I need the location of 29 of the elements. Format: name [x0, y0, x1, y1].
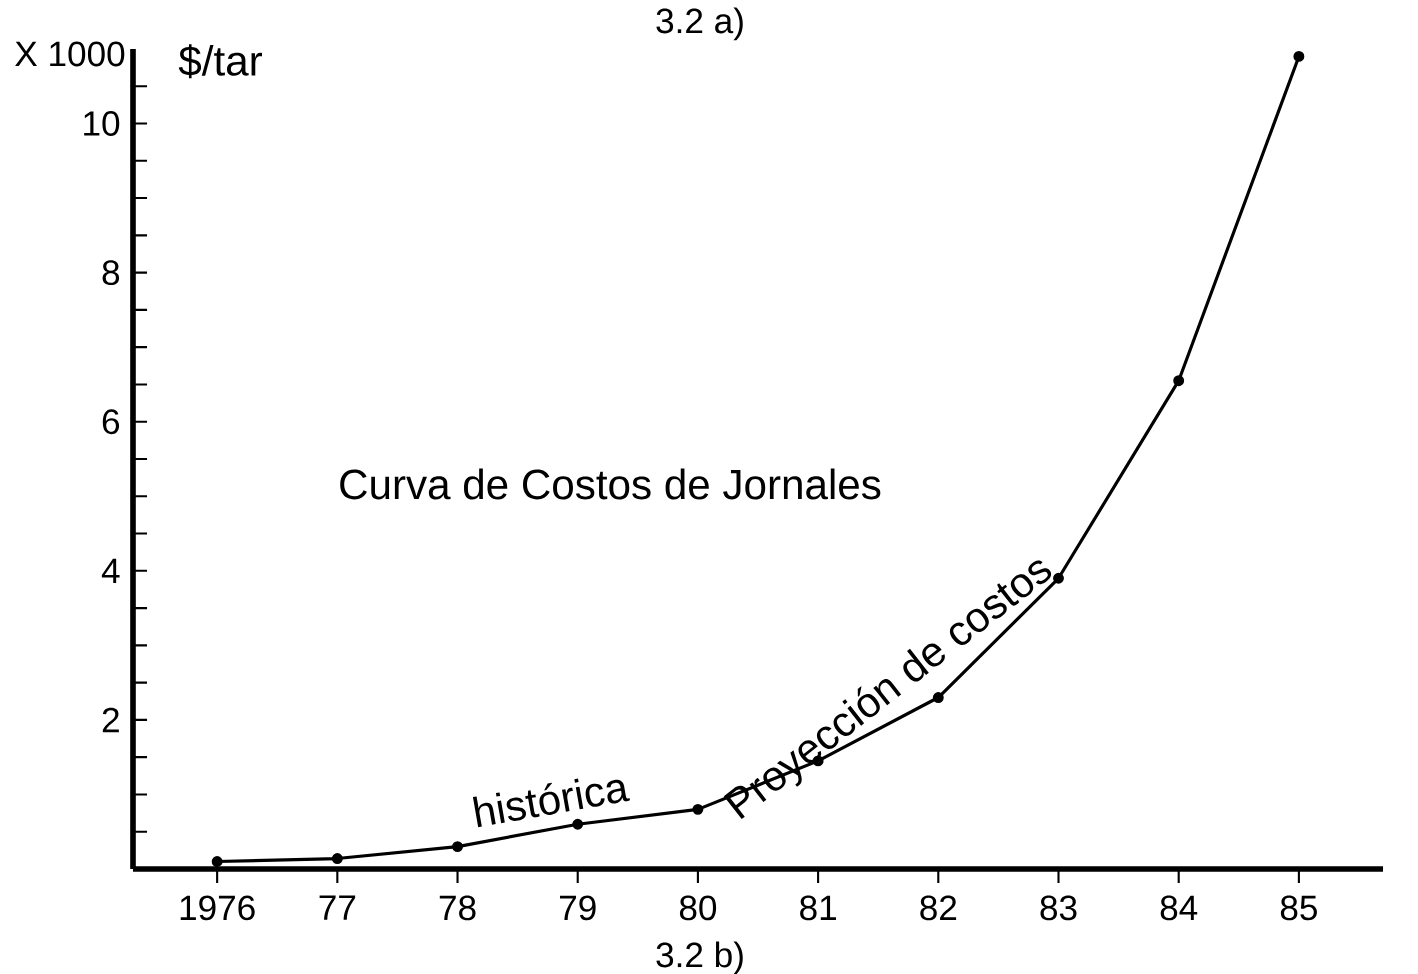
y-tick-label: 6 — [102, 409, 120, 435]
x-tick-label: 1976 — [180, 895, 255, 921]
x-tick-label: 80 — [679, 895, 717, 921]
x-tick-label: 83 — [1040, 895, 1077, 921]
annotation: histórica — [472, 778, 630, 828]
point — [1173, 375, 1185, 387]
y-tick-label: 2 — [102, 707, 119, 733]
point — [1293, 50, 1305, 62]
text: Curva de Costos de Jornales — [340, 468, 881, 500]
point — [692, 803, 704, 815]
point — [452, 841, 463, 853]
text: X 1000 — [15, 41, 125, 67]
x-tick-label: 84 — [1160, 895, 1198, 921]
x-tick-label: 79 — [560, 895, 596, 921]
text: 3.2 b) — [656, 941, 743, 974]
x-tick-label: 85 — [1280, 895, 1317, 921]
point — [932, 692, 944, 703]
text: 3.2 a) — [656, 7, 743, 41]
x-tick-label: 82 — [920, 895, 957, 921]
point — [331, 853, 343, 864]
x-tick-label: 81 — [800, 895, 836, 921]
y-tick-label: 4 — [101, 558, 120, 583]
point — [211, 856, 223, 867]
y-axis-title: $/tar — [178, 44, 263, 79]
x-tick-label: 78 — [439, 895, 476, 921]
point — [1053, 572, 1064, 584]
y-tick-label: 8 — [102, 260, 120, 286]
x-tick-label: 77 — [319, 895, 356, 920]
y-tick-label: 10 — [84, 111, 120, 136]
